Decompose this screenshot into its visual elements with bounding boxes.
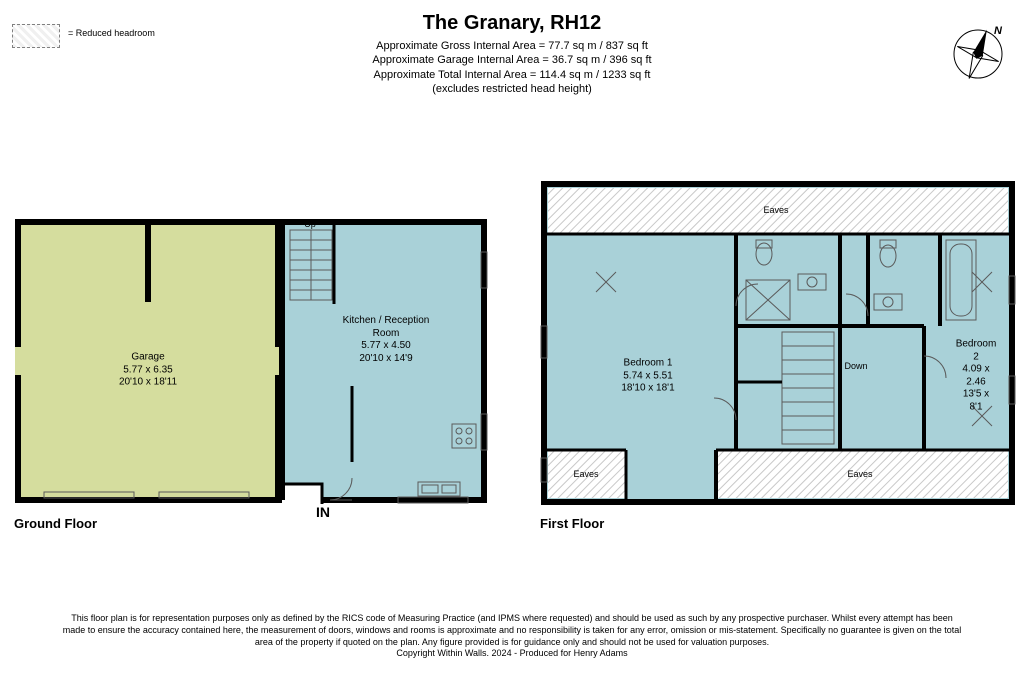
ground-floor-label: Ground Floor <box>14 516 97 531</box>
header-line4: (excludes restricted head height) <box>0 82 1024 96</box>
page-title: The Granary, RH12 <box>0 12 1024 35</box>
disclaimer-copyright: Copyright Within Walls. 2024 - Produced … <box>60 648 964 660</box>
ground-floor: Garage 5.77 x 6.35 20'10 x 18'11 Kitchen… <box>14 192 490 512</box>
header-line1: Approximate Gross Internal Area = 77.7 s… <box>0 39 1024 53</box>
eaves-top-label: Eaves <box>763 205 788 215</box>
eaves-br-label: Eaves <box>847 469 872 479</box>
disclaimer-block: This floor plan is for representation pu… <box>60 613 964 660</box>
down-label: Down <box>844 361 867 371</box>
up-label: Up <box>304 219 316 229</box>
header-line3: Approximate Total Internal Area = 114.4 … <box>0 68 1024 82</box>
disclaimer-text: This floor plan is for representation pu… <box>60 613 964 648</box>
first-floor: Eaves Eaves Eaves Down Bedroom 1 5.74 x … <box>540 176 1018 512</box>
first-floor-label: First Floor <box>540 516 604 531</box>
eaves-bl-label: Eaves <box>573 469 598 479</box>
header-line2: Approximate Garage Internal Area = 36.7 … <box>0 53 1024 67</box>
header-block: The Granary, RH12 Approximate Gross Inte… <box>0 12 1024 96</box>
floor-plans: Garage 5.77 x 6.35 20'10 x 18'11 Kitchen… <box>0 176 1024 532</box>
in-label: IN <box>316 504 330 520</box>
